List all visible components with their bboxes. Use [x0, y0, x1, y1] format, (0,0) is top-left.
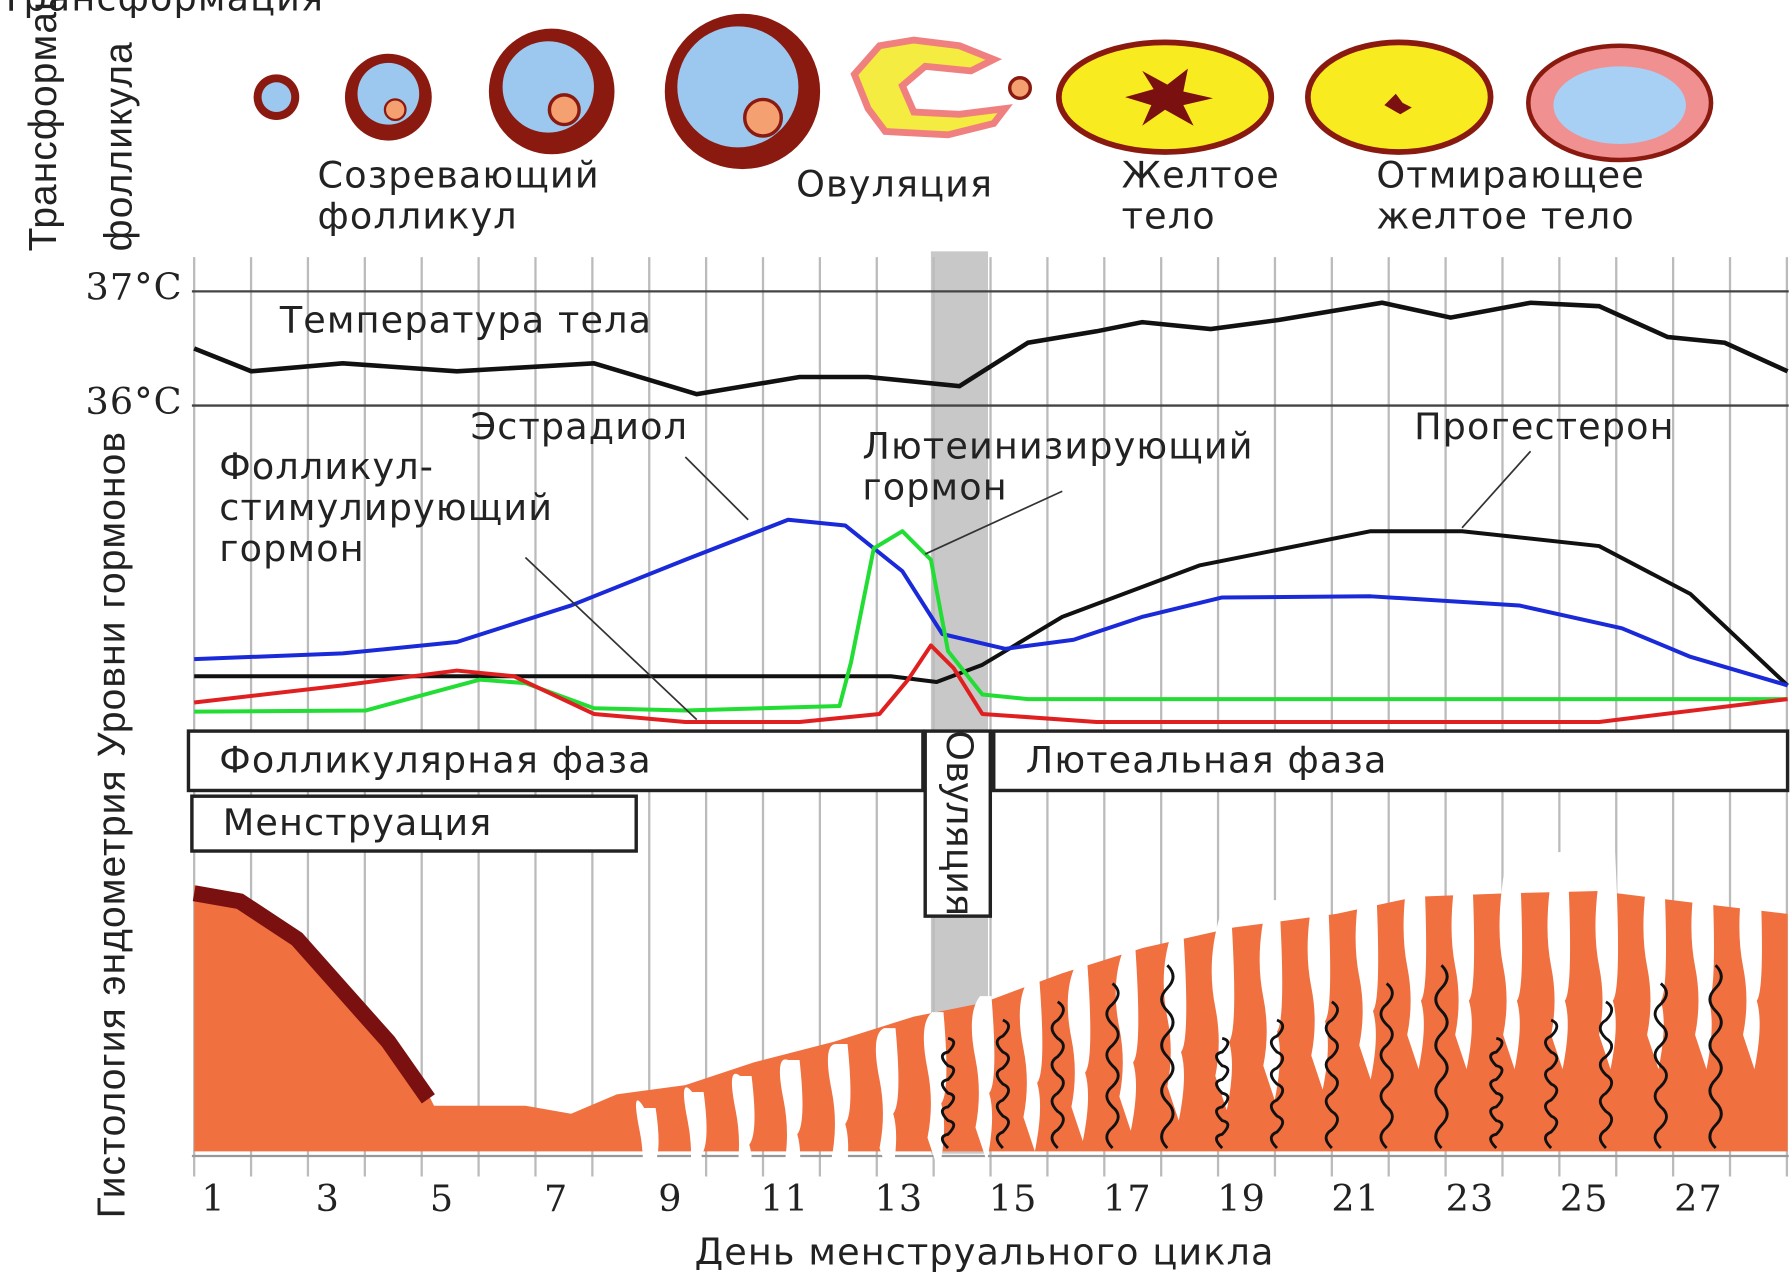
x-tick-label: 7: [544, 1177, 568, 1220]
stage-label: фолликул: [318, 195, 518, 238]
hormones-title-group: Уровни гормонов: [90, 431, 133, 757]
x-tick-label: 5: [430, 1177, 454, 1220]
hormone-label: гормон: [862, 465, 1007, 508]
follicle: [503, 41, 594, 132]
hormone-label: Прогестерон: [1414, 405, 1675, 448]
oocyte: [1010, 78, 1031, 99]
hormone-label: гормон: [219, 527, 364, 570]
corpus-luteum: [1308, 42, 1491, 152]
section-title: Трансформация: [22, 0, 65, 251]
phase-label: Овуляция: [938, 730, 981, 916]
ruptured-follicle: [854, 40, 1005, 135]
follicle-row: [254, 14, 1711, 169]
pointer-line: [685, 457, 748, 520]
x-tick-label: 23: [1446, 1177, 1495, 1220]
section-title-group: Трансформация фолликула: [22, 0, 140, 251]
x-tick-label: 21: [1331, 1177, 1380, 1220]
x-tick-label: 1: [201, 1177, 225, 1220]
phase-label: Фолликулярная фаза: [219, 738, 651, 781]
section-title: фолликула: [97, 41, 140, 251]
phase-label: Лютеальная фаза: [1026, 738, 1388, 781]
temp-tick: 37°C: [85, 266, 182, 309]
x-tick-label: 11: [760, 1177, 809, 1220]
stage-label: Желтое: [1122, 154, 1280, 197]
stage-label: желтое тело: [1376, 195, 1635, 238]
x-tick-label: 27: [1674, 1177, 1723, 1220]
oocyte: [549, 95, 579, 125]
section-title: Гистология эндометрия: [90, 769, 133, 1218]
endometrium-title-group: Гистология эндометрия: [90, 769, 133, 1218]
section-title: Уровни гормонов: [90, 431, 133, 757]
x-tick-label: 3: [316, 1177, 340, 1220]
hormone-label: стимулирующий: [219, 486, 553, 529]
ovulation-label-group: Овуляция: [938, 730, 981, 916]
page: Менструальный цикл {"follicle": {"title"…: [0, 0, 1791, 1276]
hormone-label: Эстрадиол: [471, 405, 689, 448]
hormone-label: Фолликул-: [219, 445, 434, 488]
gland-gap: [636, 1100, 659, 1233]
stage-label: Овуляция: [796, 163, 993, 206]
oocyte: [745, 99, 782, 136]
stage-label: Созревающий: [318, 154, 600, 197]
stage-label: тело: [1122, 195, 1216, 238]
stage-label: Отмирающее: [1376, 154, 1645, 197]
x-tick-label: 9: [658, 1177, 682, 1220]
x-tick-label: 15: [989, 1177, 1038, 1220]
body: ТрансформацияТрансформация фолликула Созре…: [0, 0, 1791, 1276]
x-tick-label: 25: [1560, 1177, 1609, 1220]
x-tick-label: 13: [875, 1177, 924, 1220]
x-axis-title: День менструального цикла: [695, 1231, 1275, 1274]
oocyte: [385, 99, 406, 120]
follicle: [677, 26, 798, 147]
temp-tick: 36°C: [85, 380, 182, 423]
dying-corpus-luteum-core: [1553, 66, 1685, 144]
x-tick-label: 19: [1217, 1177, 1266, 1220]
temp-title: Температура тела: [279, 299, 652, 342]
hormone-label: Лютеинизирующий: [862, 424, 1253, 467]
pointer-line: [1462, 451, 1531, 528]
follicle: [262, 82, 292, 112]
phase-label: Менструация: [223, 801, 493, 844]
diagram: ТрансформацияТрансформация фолликула Созре…: [0, 0, 1791, 1276]
x-tick-label: 17: [1103, 1177, 1152, 1220]
